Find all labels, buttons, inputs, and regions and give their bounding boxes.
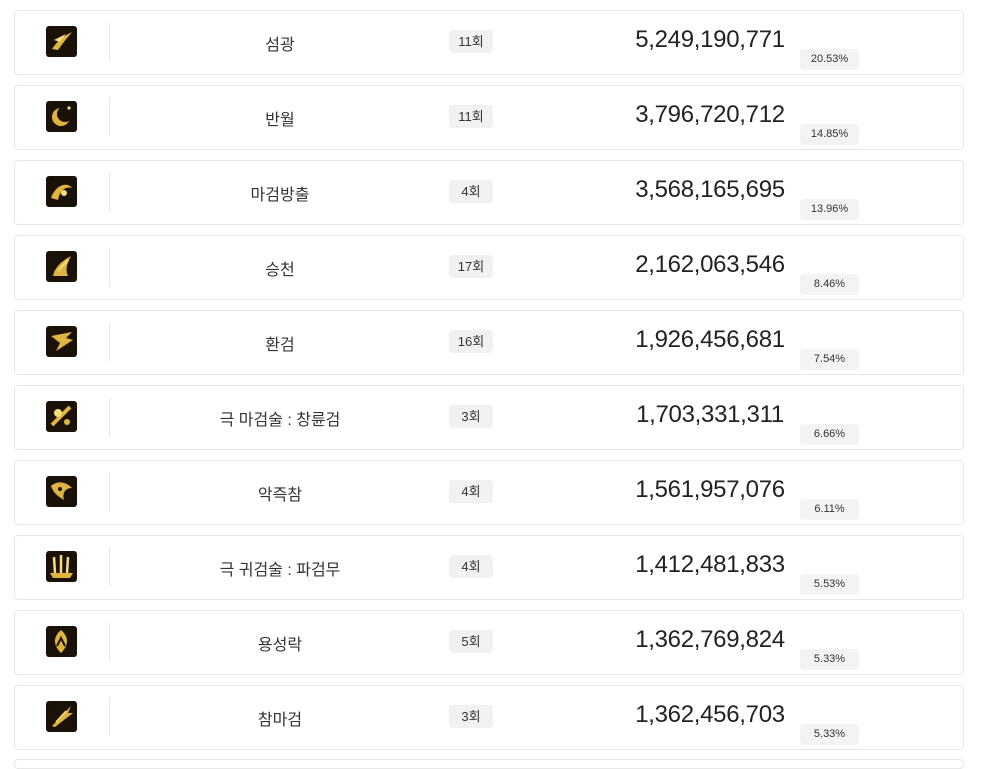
hit-count-badge: 4회 [449, 555, 493, 578]
damage-share-badge: 14.85% [800, 124, 859, 145]
skill-row: 극 귀검술 : 파검무 4회 1,412,481,833 5.53% [14, 535, 964, 600]
total-damage: 1,926,456,681 [635, 326, 785, 353]
phantom-sword-skill-icon [46, 326, 77, 357]
row-divider [109, 98, 110, 136]
skill-row: 반월 11회 3,796,720,712 14.85% [14, 85, 964, 150]
damage-share-badge: 6.11% [800, 499, 859, 520]
skill-name: 반월 [265, 112, 295, 129]
sword-dance-skill-icon [46, 551, 77, 582]
spear-wheel-sword-skill-icon [46, 401, 77, 432]
damage-share-badge: 7.54% [800, 349, 859, 370]
skill-name: 악즉참 [257, 487, 303, 504]
hit-count-badge: 4회 [449, 480, 493, 503]
row-divider [109, 23, 110, 61]
damage-share-badge: 6.66% [800, 424, 859, 445]
skill-name: 승천 [265, 262, 295, 279]
skill-name: 섬광 [265, 37, 295, 54]
skill-name: 용성락 [257, 637, 303, 654]
hit-count-badge: 3회 [449, 405, 493, 428]
hit-count-badge: 4회 [449, 180, 493, 203]
hit-count-badge: 11회 [449, 30, 493, 53]
bird-slash-skill-icon [46, 26, 77, 57]
total-damage: 3,568,165,695 [635, 176, 785, 203]
skill-row: 섬광 11회 5,249,190,771 20.53% [14, 10, 964, 75]
dragon-star-fall-skill-icon [46, 626, 77, 657]
row-divider [109, 398, 110, 436]
hit-count-badge: 16회 [449, 330, 493, 353]
total-damage: 1,362,456,703 [635, 701, 785, 728]
total-damage: 3,796,720,712 [635, 101, 785, 128]
damage-share-badge: 5.53% [800, 574, 859, 595]
hit-count-badge: 17회 [449, 255, 493, 278]
total-damage: 1,412,481,833 [635, 551, 785, 578]
skill-row: 용성락 5회 1,362,769,824 5.33% [14, 610, 964, 675]
total-damage: 1,703,331,311 [636, 401, 784, 428]
evil-slash-skill-icon [46, 476, 77, 507]
row-divider [109, 323, 110, 361]
ascension-skill-icon [46, 251, 77, 282]
total-damage: 5,249,190,771 [635, 26, 785, 53]
hit-count-badge: 5회 [449, 630, 493, 653]
skill-name: 마검방출 [250, 187, 310, 204]
row-divider [109, 173, 110, 211]
skill-row: 승천 17회 2,162,063,546 8.46% [14, 235, 964, 300]
total-damage: 1,561,957,076 [635, 476, 785, 503]
skill-name: 환검 [265, 337, 295, 354]
damage-share-badge: 8.46% [800, 274, 859, 295]
demon-slaying-sword-skill-icon [46, 701, 77, 732]
crescent-moon-skill-icon [46, 101, 77, 132]
damage-share-badge: 13.96% [800, 199, 859, 220]
skill-row: 참마검 3회 1,362,456,703 5.33% [14, 685, 964, 750]
skill-row: 악즉참 4회 1,561,957,076 6.11% [14, 460, 964, 525]
hit-count-badge: 11회 [449, 105, 493, 128]
damage-share-badge: 5.33% [800, 724, 859, 745]
row-divider [109, 473, 110, 511]
damage-share-badge: 5.33% [800, 649, 859, 670]
demon-sword-release-skill-icon [46, 176, 77, 207]
total-damage: 1,362,769,824 [635, 626, 785, 653]
skill-name: 참마검 [257, 712, 303, 729]
hit-count-badge: 3회 [449, 705, 493, 728]
row-divider [109, 548, 110, 586]
skill-row: 환검 16회 1,926,456,681 7.54% [14, 310, 964, 375]
skill-row: 마검방출 4회 3,568,165,695 13.96% [14, 160, 964, 225]
row-divider [109, 248, 110, 286]
skill-name: 극 귀검술 : 파검무 [219, 562, 341, 579]
skill-name: 극 마검술 : 창륜검 [219, 412, 341, 429]
row-divider [109, 623, 110, 661]
skill-row-partial [14, 759, 964, 769]
skill-row: 극 마검술 : 창륜검 3회 1,703,331,311 6.66% [14, 385, 964, 450]
damage-share-badge: 20.53% [800, 49, 859, 70]
row-divider [109, 698, 110, 736]
total-damage: 2,162,063,546 [635, 251, 785, 278]
